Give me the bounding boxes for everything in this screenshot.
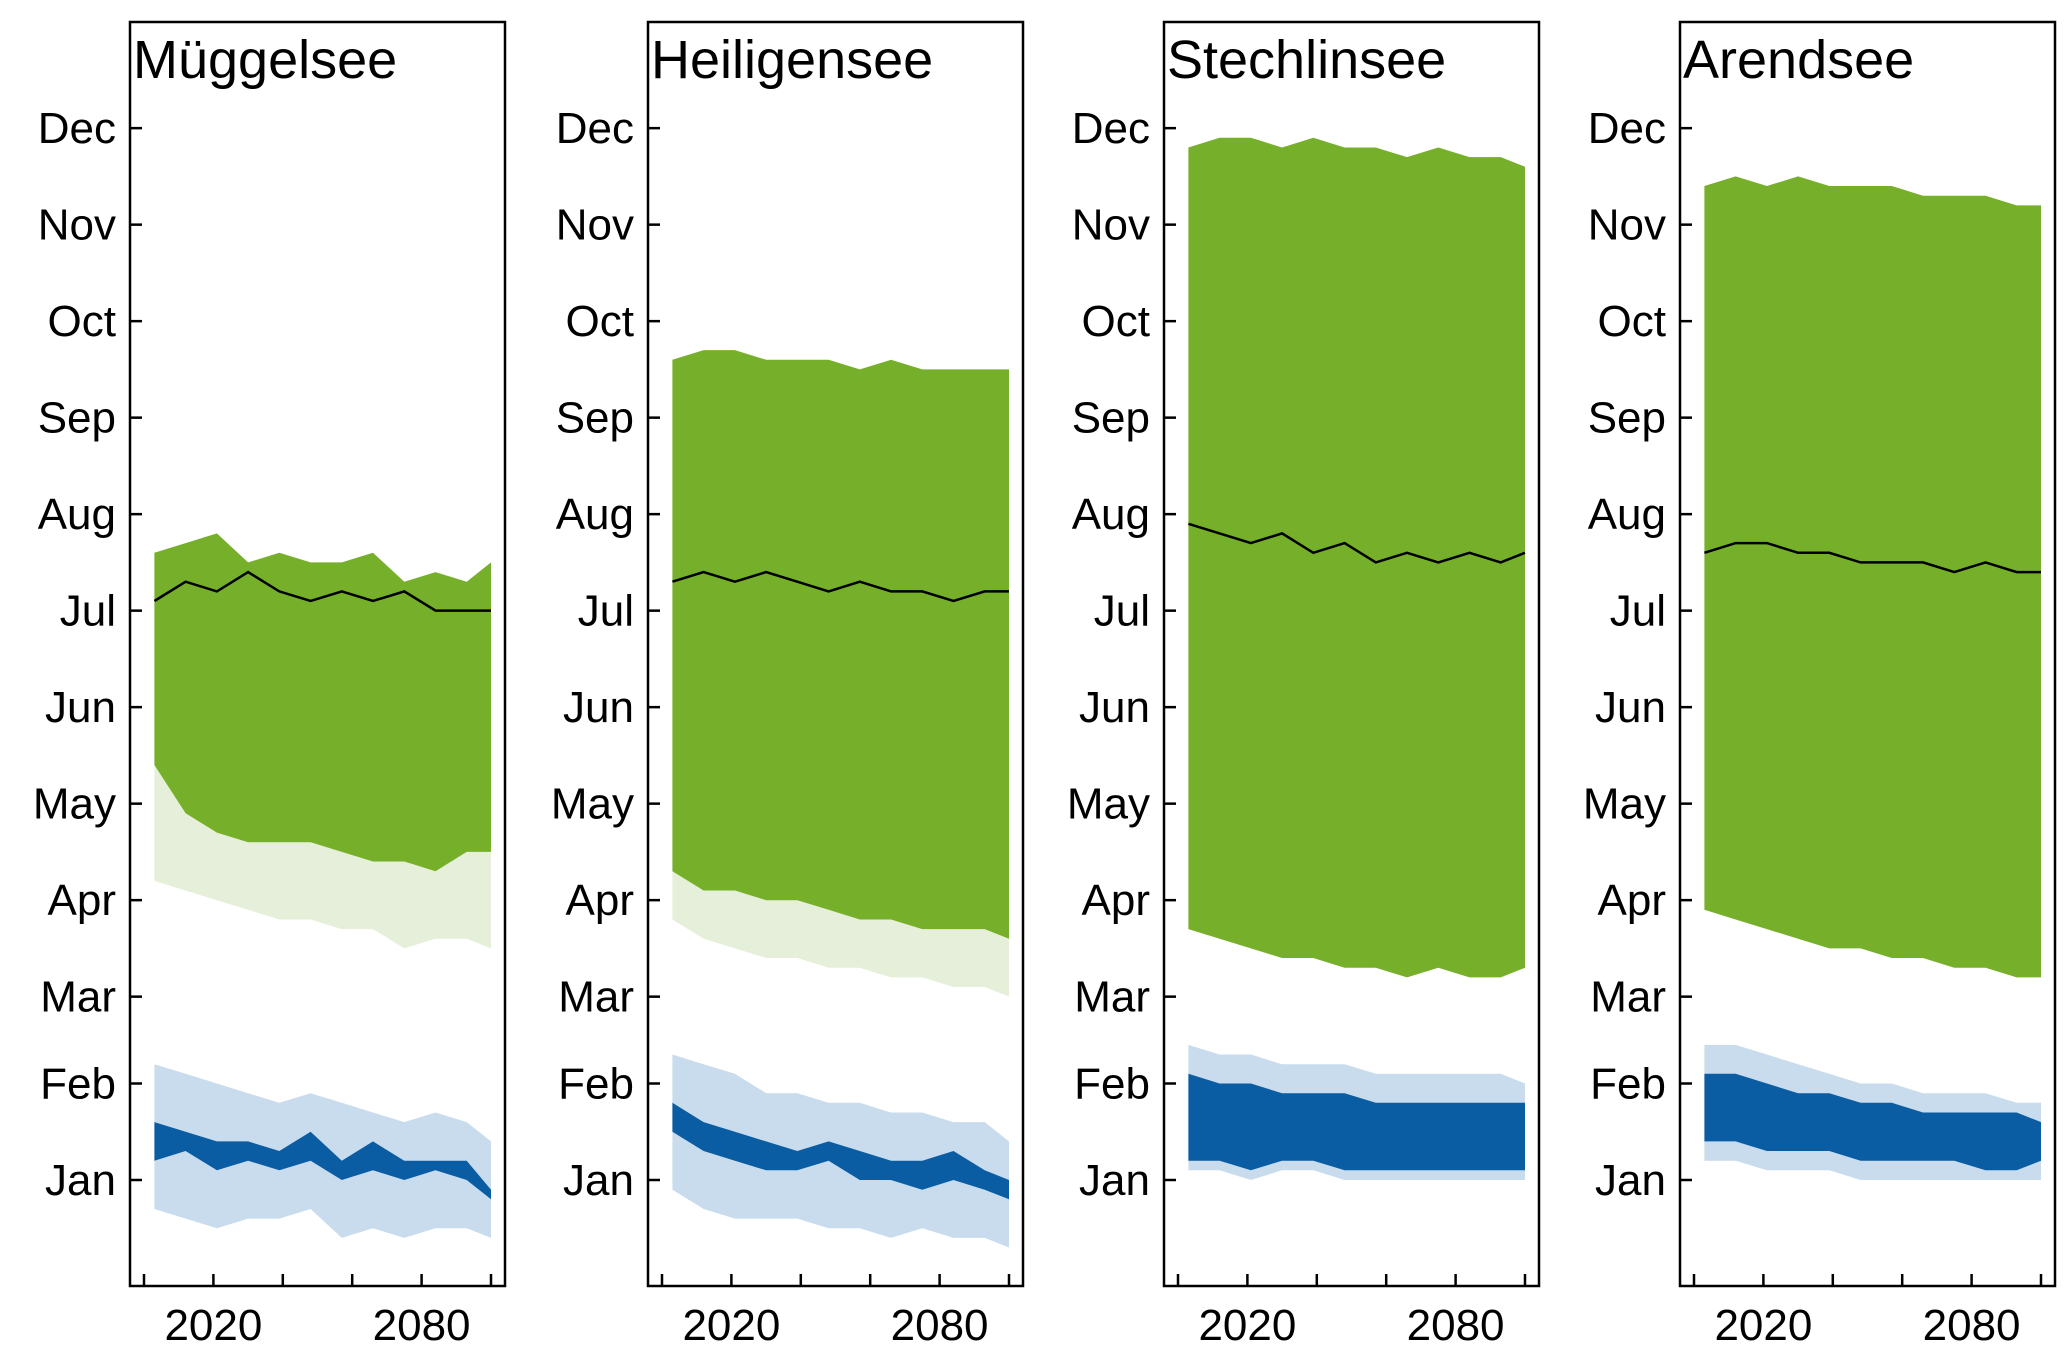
month-tick-label: May [1583,780,1666,829]
month-tick-label: Aug [556,490,634,539]
median-line [1188,522,1526,564]
month-tick-label: Nov [1588,201,1666,250]
month-tick-label: Mar [40,973,116,1022]
green-band [1704,176,2041,978]
month-tick-label: May [1067,780,1150,829]
month-tick-label: Sep [1072,394,1150,443]
month-tick-label: Mar [1074,973,1150,1022]
panel-title: Müggelsee [133,30,397,90]
month-tick-label: Jun [563,683,634,732]
month-tick-label: Sep [1588,394,1666,443]
month-tick-label: Nov [38,201,116,250]
blue-band [672,1102,1009,1200]
month-tick-label: Aug [1072,490,1150,539]
month-tick-label: Jan [45,1156,116,1205]
year-tick-label: 2020 [164,1301,262,1350]
panel-2: Jan Feb Mar Apr May Jun Jul Aug Sep Oct Nov Dec 2020… [1067,20,1541,1350]
panel-frame [646,20,1025,1288]
month-tick-label: Jul [578,587,634,636]
year-tick-label: 2020 [682,1301,780,1350]
light-green-band [154,765,491,949]
month-tick-label: Sep [556,394,634,443]
month-tick-label: Jun [1595,683,1666,732]
month-tick-label: Feb [558,1060,634,1109]
month-tick-label: Oct [1082,297,1150,346]
year-tick-label: 2080 [891,1301,989,1350]
month-tick-label: May [551,780,634,829]
panel-frame [128,20,507,1288]
panel-1: Jan Feb Mar Apr May Jun Jul Aug Sep Oct Nov Dec 2020… [551,20,1025,1350]
month-tick-label: Nov [556,201,634,250]
month-tick-label: Dec [1072,104,1150,153]
green-band [154,533,491,872]
month-tick-label: Apr [48,876,116,925]
month-tick-label: Apr [1598,876,1666,925]
month-tick-label: Apr [566,876,634,925]
month-tick-label: Jun [45,683,116,732]
panel-title: Heiligensee [651,30,933,90]
year-tick-label: 2020 [1198,1301,1296,1350]
year-tick-label: 2080 [1923,1301,2021,1350]
month-tick-label: Dec [38,104,116,153]
panel-frame [1678,20,2057,1288]
month-tick-label: Oct [48,297,116,346]
median-line [1704,541,2041,574]
month-tick-label: Jan [1595,1156,1666,1205]
blue-band [1704,1073,2041,1171]
month-tick-label: Jul [60,587,116,636]
year-tick-label: 2080 [373,1301,471,1350]
panel-title: Arendsee [1683,30,1914,90]
light-green-band [672,871,1009,997]
month-tick-label: Mar [558,973,634,1022]
month-tick-label: May [33,780,116,829]
month-tick-label: Jan [563,1156,634,1205]
panel-0: Jan Feb Mar Apr May Jun Jul Aug Sep Oct Nov Dec 2020… [33,20,507,1350]
year-tick-label: 2080 [1407,1301,1505,1350]
month-tick-label: Jan [1079,1156,1150,1205]
month-tick-label: Feb [40,1060,116,1109]
month-tick-label: Dec [556,104,634,153]
panel-frame [1162,20,1541,1288]
median-line [672,570,1009,603]
panel-3: Jan Feb Mar Apr May Jun Jul Aug Sep Oct Nov Dec 2020… [1583,20,2057,1350]
month-tick-label: Dec [1588,104,1666,153]
month-tick-label: Mar [1590,973,1666,1022]
blue-band [1188,1073,1525,1171]
green-band [1188,137,1525,978]
blue-band [154,1122,491,1200]
month-tick-label: Nov [1072,201,1150,250]
month-tick-label: Jul [1094,587,1150,636]
panel-title: Stechlinsee [1167,30,1446,90]
month-tick-label: Aug [1588,490,1666,539]
green-band [672,350,1009,939]
month-tick-label: Feb [1074,1060,1150,1109]
month-tick-label: Jul [1610,587,1666,636]
month-tick-label: Oct [1598,297,1666,346]
year-tick-label: 2020 [1714,1301,1812,1350]
month-tick-label: Oct [566,297,634,346]
median-line [153,570,491,612]
month-tick-label: Feb [1590,1060,1666,1109]
month-tick-label: Sep [38,394,116,443]
month-tick-label: Jun [1079,683,1150,732]
month-tick-label: Aug [38,490,116,539]
month-tick-label: Apr [1082,876,1150,925]
